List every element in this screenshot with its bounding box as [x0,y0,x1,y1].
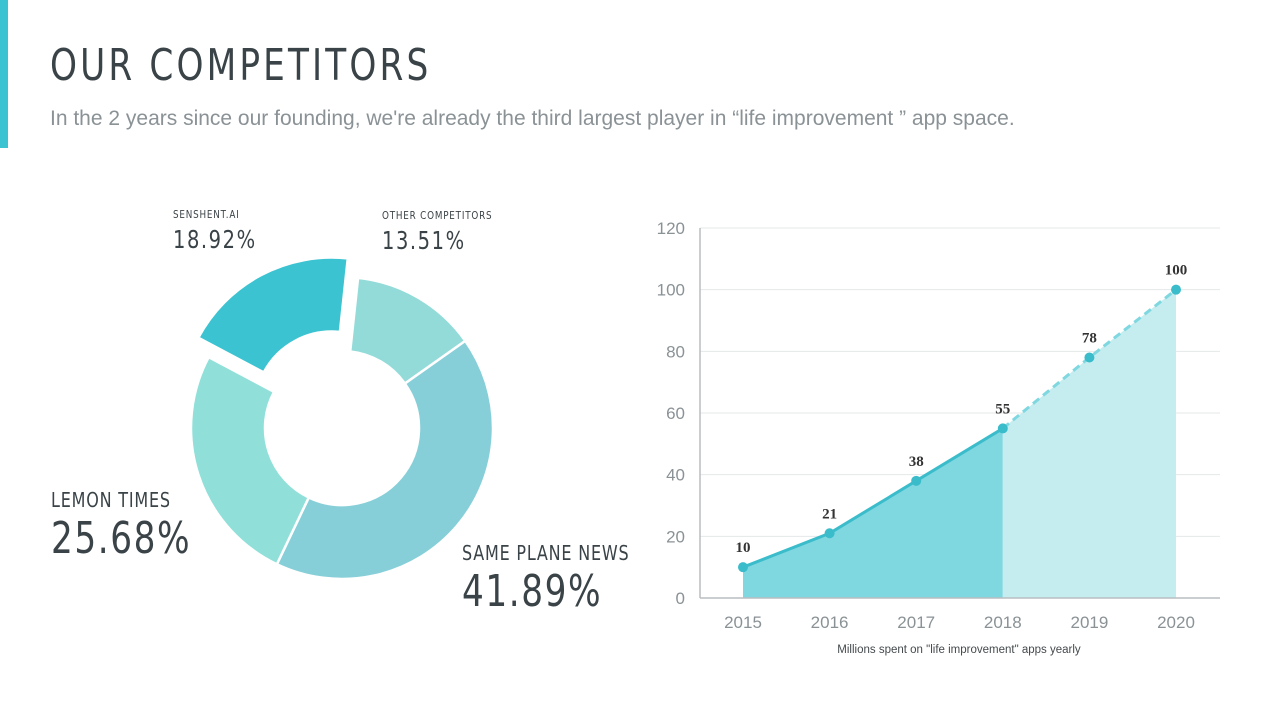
x-tick-label-2019: 2019 [1070,613,1108,632]
donut-slice-senshent-ai [196,256,350,375]
y-tick-label-0: 0 [676,589,685,608]
donut-label-senshent-ai: SENSHENT.AI [173,209,240,221]
x-tick-label-2018: 2018 [984,613,1022,632]
donut-value-lemon-times: 25.68% [51,513,191,564]
data-label-2019: 78 [1082,331,1097,347]
x-tick-label-2017: 2017 [897,613,935,632]
data-label-2016: 21 [822,506,837,522]
x-axis-label: Millions spent on "life improvement" app… [837,644,1081,656]
donut-label-same-plane-news: SAME PLANE NEWS [462,542,629,565]
data-label-2017: 38 [909,454,924,470]
data-point-2020 [1171,284,1181,295]
page-title: OUR COMPETITORS [50,40,432,91]
data-point-2018 [997,423,1008,434]
series-line-actual [742,427,1004,569]
y-tick-label-80: 80 [666,342,685,361]
donut-slice-same-plane-news [275,339,495,581]
donut-label-other-competitors: OTHER COMPETITORS [382,210,492,222]
donut-slice-lemon-times [189,355,311,566]
donut-value-senshent-ai: 18.92% [173,226,257,255]
area-fill-actual [743,428,1003,598]
y-tick-label-120: 120 [657,219,685,238]
page-subtitle: In the 2 years since our founding, we're… [50,107,1015,130]
y-tick-label-20: 20 [666,527,685,546]
donut-value-same-plane-news: 41.89% [462,566,602,617]
data-point-2016 [824,528,835,539]
donut-label-lemon-times: LEMON TIMES [51,489,171,512]
data-label-2020: 100 [1165,263,1188,279]
accent-bar [0,0,8,148]
x-tick-label-2015: 2015 [724,613,762,632]
data-point-2019 [1084,352,1095,363]
area-fill-projected [1002,289,1176,598]
data-label-2015: 10 [736,540,751,556]
y-tick-label-60: 60 [666,404,685,423]
data-label-2018: 55 [995,401,1010,417]
y-tick-label-100: 100 [657,281,685,300]
y-tick-label-40: 40 [666,466,685,485]
x-tick-label-2020: 2020 [1157,613,1195,632]
data-point-2017 [911,475,922,486]
donut-value-other-competitors: 13.51% [382,227,466,256]
data-point-2015 [738,562,748,573]
x-tick-label-2016: 2016 [811,613,849,632]
